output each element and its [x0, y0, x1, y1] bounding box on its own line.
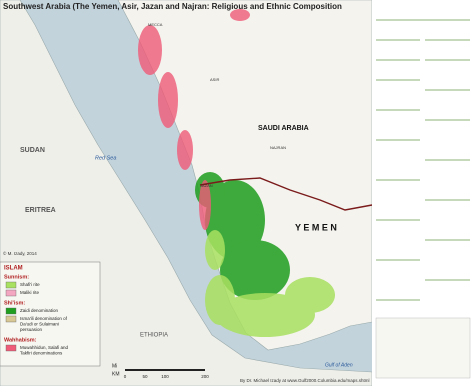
place-label: SAUDI ARABIA [258, 125, 309, 132]
shafii-area [205, 230, 335, 337]
place-label: Y E M E N [295, 222, 337, 232]
legend-group: Shi'ism: [4, 300, 25, 306]
legend-heading: ISLAM [4, 266, 23, 272]
scale-tick-label: 100 [161, 374, 169, 379]
scale-unit: Mi [112, 363, 117, 369]
legend-item: Maliki rite [20, 290, 39, 295]
place-label: NAJRAN [270, 145, 286, 150]
legend-swatch [5, 315, 17, 323]
footer: By Dr. Michael Izady at www.Gulf2000.Col… [240, 378, 370, 383]
legend-item: Shafi'i rite [20, 282, 40, 287]
scale-tick-label: 0 [124, 374, 127, 379]
place-label: ASIR [210, 77, 219, 82]
legend-swatch [5, 307, 17, 315]
scale-tick-label: 200 [201, 374, 209, 379]
scale-unit: KM [112, 371, 120, 377]
legend-swatch [5, 289, 17, 297]
wahhabi-area [138, 9, 250, 230]
legend-item: Muwahhidun, Salafi and Takfiri denominati… [20, 345, 69, 356]
legend-swatch [5, 281, 17, 289]
legend-box [0, 261, 101, 367]
map-title: Southwest Arabia (The Yemen, Asir, Jazan… [3, 2, 342, 11]
place-label: MECCA [148, 22, 163, 27]
side-panel-list [376, 19, 470, 301]
legend-item: Isma'ili denomination of Da'udi or Sulaim… [20, 316, 68, 332]
place-label: ERITREA [25, 207, 56, 214]
place-label: Gulf of Aden [325, 362, 353, 368]
legend-swatch [5, 344, 17, 352]
place-label: Red Sea [95, 155, 116, 161]
notes-box [375, 317, 471, 379]
legend-group: Sunnism: [4, 274, 29, 280]
credit: © M. Izady, 2014 [3, 250, 37, 256]
place-label: JAZAN [200, 183, 213, 188]
legend-item: Zaidi denomination [20, 308, 59, 313]
scale-tick-label: 50 [142, 374, 148, 379]
legend-group: Wahhabism: [4, 337, 37, 343]
scale-bar [125, 369, 205, 371]
place-label: SUDAN [20, 147, 45, 154]
border [199, 177, 373, 211]
place-label: ETHIOPIA [140, 333, 168, 339]
